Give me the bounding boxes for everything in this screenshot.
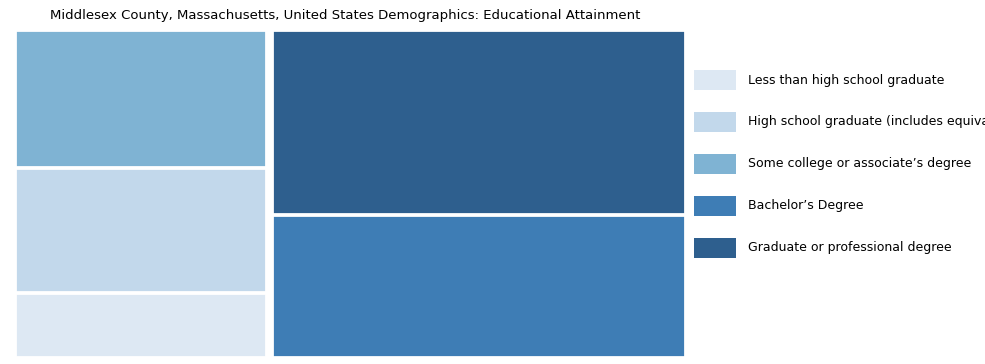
Text: Bachelor’s Degree: Bachelor’s Degree [748, 199, 863, 212]
Text: Less than high school graduate: Less than high school graduate [748, 74, 944, 87]
Text: Some college or associate’s degree: Some college or associate’s degree [748, 157, 971, 170]
Text: High school graduate (includes equivalency): High school graduate (includes equivalen… [748, 115, 985, 128]
Text: Middlesex County, Massachusetts, United States Demographics: Educational Attainm: Middlesex County, Massachusetts, United … [49, 9, 640, 22]
Text: Graduate or professional degree: Graduate or professional degree [748, 241, 952, 254]
